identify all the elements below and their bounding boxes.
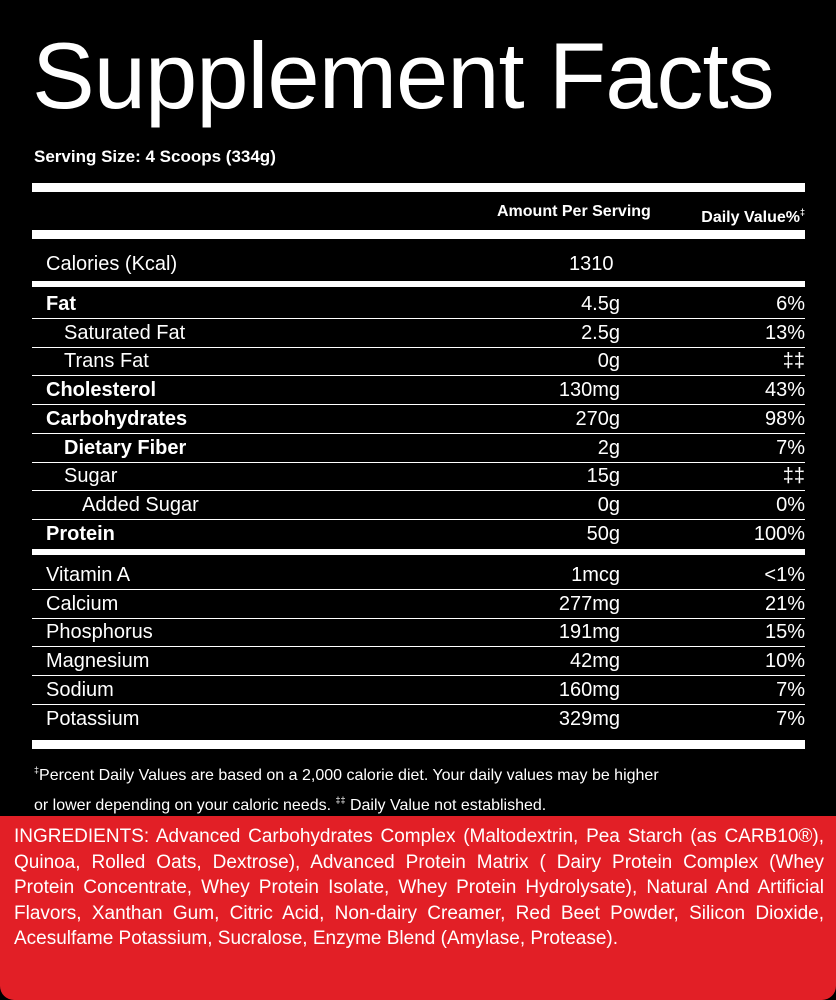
thick-divider-protein (32, 549, 805, 555)
row-divider (32, 433, 805, 434)
nutrient-row: Sugar 15g ‡‡ (32, 462, 805, 490)
nutrient-row: Fat 4.5g 6% (32, 290, 805, 318)
nutrient-row: Cholesterol 130mg 43% (32, 376, 805, 404)
footnote-line1: Percent Daily Values are based on a 2,00… (39, 767, 659, 784)
nutrient-name: Protein (46, 522, 115, 545)
nutrient-amount: 0g (597, 493, 620, 516)
nutrient-name: Phosphorus (46, 621, 153, 644)
nutrient-name: Vitamin A (46, 564, 131, 586)
nutrient-amount: 0g (597, 350, 620, 373)
nutrient-amount: 329mg (558, 707, 620, 730)
nutrient-daily-value: 100% (753, 522, 805, 545)
nutrient-daily-value: 21% (764, 592, 805, 615)
calories-label: Calories (Kcal) (46, 253, 178, 275)
nutrient-amount: 15g (586, 465, 620, 488)
nutrient-amount: 130mg (558, 379, 620, 402)
nutrient-daily-value: ‡‡ (782, 350, 805, 373)
daily-value-header: Daily Value%‡ (701, 202, 805, 228)
ingredients-text: INGREDIENTS: Advanced Carbohydrates Comp… (14, 826, 824, 949)
nutrient-row: Potassium 329mg 7% (32, 705, 805, 733)
thick-divider-bottom (32, 740, 805, 749)
nutrient-name: Added Sugar (82, 493, 199, 516)
nutrient-amount: 191mg (558, 621, 620, 644)
nutrient-row: Carbohydrates 270g 98% (32, 405, 805, 433)
nutrient-row: Dietary Fiber 2g 7% (32, 434, 805, 462)
footnote-mark2: ‡‡ (335, 795, 346, 805)
nutrient-amount: 270g (575, 407, 621, 430)
panel-title: Supplement Facts (32, 23, 775, 128)
nutrient-name: Calcium (46, 592, 119, 615)
row-divider (32, 618, 805, 619)
nutrient-name: Dietary Fiber (64, 436, 187, 459)
row-divider (32, 404, 805, 405)
nutrient-amount: 50g (586, 522, 620, 545)
nutrient-daily-value: <1% (764, 564, 805, 586)
nutrient-daily-value: 6% (776, 293, 805, 315)
thick-divider-calories (32, 281, 805, 287)
calories-amount: 1310 (569, 253, 614, 275)
row-divider (32, 347, 805, 348)
nutrient-row: Trans Fat 0g ‡‡ (32, 347, 805, 375)
nutrient-name: Magnesium (46, 650, 150, 673)
row-divider (32, 318, 805, 319)
nutrient-row: Vitamin A 1mcg <1% (32, 561, 805, 589)
nutrient-daily-value: 13% (764, 321, 805, 344)
nutrient-daily-value: 7% (776, 707, 805, 730)
nutrient-name: Sodium (46, 678, 114, 701)
nutrient-name: Cholesterol (46, 379, 157, 402)
nutrient-daily-value: ‡‡ (782, 465, 805, 488)
nutrient-name: Fat (46, 293, 76, 315)
serving-size: Serving Size: 4 Scoops (334g) (34, 147, 276, 166)
footnote-mark: ‡ (34, 765, 40, 775)
nutrient-daily-value: 7% (776, 678, 805, 701)
nutrient-amount: 42mg (569, 650, 620, 673)
footnote: ‡Percent Daily Values are based on a 2,0… (34, 758, 814, 818)
daily-value-header-mark: ‡ (799, 207, 805, 217)
nutrient-name: Sugar (64, 465, 118, 488)
row-divider (32, 704, 805, 705)
row-divider (32, 675, 805, 676)
nutrient-daily-value: 0% (776, 493, 805, 516)
nutrient-row: Added Sugar 0g 0% (32, 491, 805, 519)
row-divider (32, 462, 805, 463)
footnote-line2-end: Daily Value not established. (345, 797, 547, 814)
row-divider (32, 375, 805, 376)
nutrient-daily-value: 15% (764, 621, 805, 644)
nutrient-name: Saturated Fat (64, 321, 186, 344)
nutrient-daily-value: 7% (776, 436, 805, 459)
nutrient-daily-value: 43% (764, 379, 805, 402)
footnote-line2: or lower depending on your caloric needs… (34, 797, 336, 814)
nutrient-row: Phosphorus 191mg 15% (32, 618, 805, 646)
row-divider (32, 519, 805, 520)
thick-divider-header (32, 230, 805, 239)
ingredients-section: INGREDIENTS: Advanced Carbohydrates Comp… (0, 816, 836, 1000)
nutrient-name: Carbohydrates (46, 407, 188, 430)
nutrient-row: Protein 50g 100% (32, 520, 805, 548)
nutrient-row: Calcium 277mg 21% (32, 590, 805, 618)
calories-row: Calories (Kcal) 1310 (32, 250, 805, 278)
daily-value-header-label: Daily Value% (701, 209, 800, 226)
nutrient-name: Trans Fat (64, 350, 149, 373)
amount-per-serving-header: Amount Per Serving (497, 203, 651, 220)
nutrient-amount: 1mcg (571, 564, 620, 586)
nutrient-row: Magnesium 42mg 10% (32, 647, 805, 675)
nutrient-row: Sodium 160mg 7% (32, 676, 805, 704)
row-divider (32, 646, 805, 647)
nutrient-daily-value: 10% (764, 650, 805, 673)
nutrient-daily-value: 98% (764, 407, 805, 430)
nutrient-amount: 2g (597, 436, 620, 459)
row-divider (32, 589, 805, 590)
nutrient-amount: 277mg (558, 592, 620, 615)
nutrient-amount: 4.5g (581, 293, 620, 315)
nutrient-row: Saturated Fat 2.5g 13% (32, 319, 805, 347)
thick-divider-top (32, 183, 805, 192)
nutrient-amount: 2.5g (581, 321, 620, 344)
nutrient-name: Potassium (46, 707, 140, 730)
row-divider (32, 490, 805, 491)
nutrient-amount: 160mg (558, 678, 620, 701)
